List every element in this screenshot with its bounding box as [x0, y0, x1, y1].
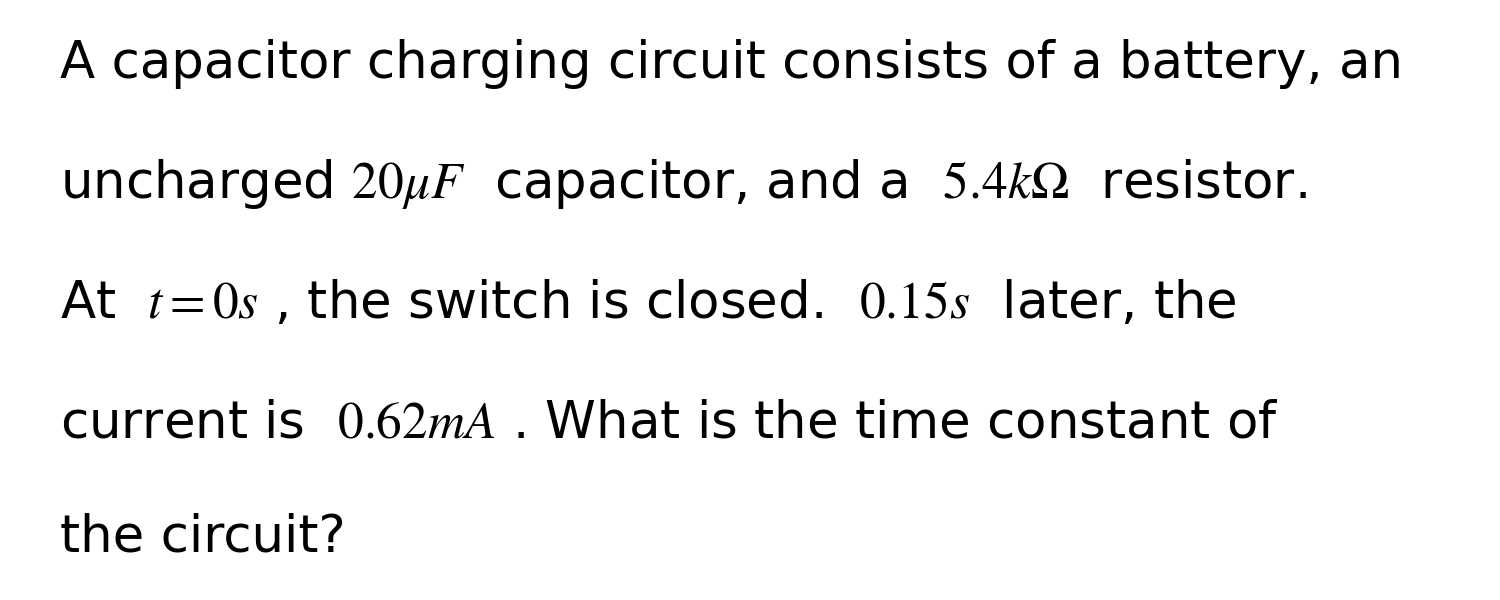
Text: At  $t = 0s$ , the switch is closed.  $0.15s$  later, the: At $t = 0s$ , the switch is closed. $0.1… [60, 279, 1236, 329]
Text: the circuit?: the circuit? [60, 513, 345, 563]
Text: uncharged $20\mu F$  capacitor, and a  $5.4k\Omega$  resistor.: uncharged $20\mu F$ capacitor, and a $5.… [60, 157, 1306, 211]
Text: A capacitor charging circuit consists of a battery, an: A capacitor charging circuit consists of… [60, 39, 1402, 89]
Text: current is  $0.62mA$ . What is the time constant of: current is $0.62mA$ . What is the time c… [60, 399, 1278, 449]
